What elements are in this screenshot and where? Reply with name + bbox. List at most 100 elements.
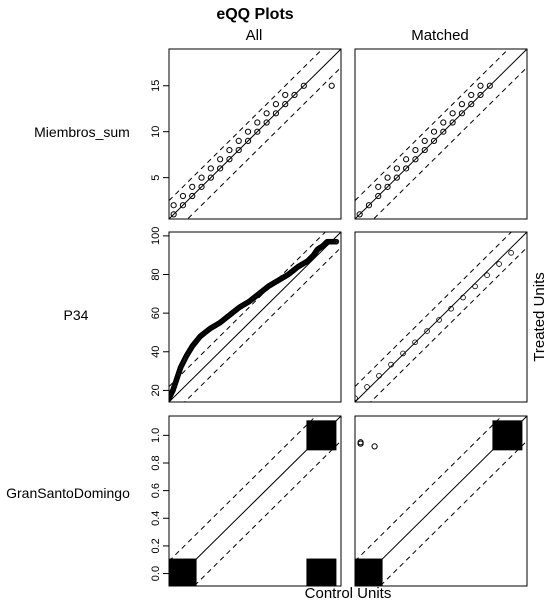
identity-line: [355, 49, 527, 219]
data-point: [403, 156, 410, 163]
data-point: [272, 110, 280, 117]
data-point: [235, 146, 242, 154]
data-point: [460, 294, 466, 301]
data-point: [179, 202, 187, 209]
panel-frame: [168, 415, 342, 587]
y-axis-label: Treated Units: [531, 272, 548, 361]
data-point: [384, 174, 391, 181]
y-tick-label: 15: [150, 80, 162, 92]
data-point: [356, 211, 363, 218]
lower-dashed-line: [186, 67, 341, 219]
point-cluster: [492, 420, 523, 451]
data-point: [282, 91, 289, 99]
upper-dashed-line: [355, 232, 513, 387]
data-point: [226, 146, 233, 154]
data-point: [421, 146, 428, 154]
data-point: [458, 101, 466, 108]
data-point: [198, 174, 205, 181]
lower-dashed-line: [193, 440, 341, 586]
point-cluster: [355, 558, 383, 586]
data-point: [477, 91, 484, 99]
data-point: [244, 128, 252, 135]
lower-dashed-line: [183, 247, 341, 402]
y-tick-label: 0.8: [150, 455, 162, 470]
y-tick-label: 1.0: [150, 428, 162, 443]
data-point: [328, 82, 335, 89]
panel-0-matched: [354, 48, 528, 220]
data-point: [365, 202, 373, 209]
column-label-all: All: [246, 27, 263, 44]
data-point: [424, 328, 430, 334]
panel-frame: [168, 48, 342, 220]
data-point: [412, 156, 419, 163]
identity-line: [169, 49, 341, 219]
data-point: [421, 137, 428, 144]
data-point: [198, 183, 205, 190]
data-point: [430, 137, 438, 144]
data-point: [263, 110, 270, 117]
data-point: [472, 283, 478, 290]
data-point: [458, 110, 466, 117]
panel-0-all: [168, 48, 342, 220]
data-point: [486, 82, 493, 89]
point-cluster: [169, 558, 197, 586]
data-point: [393, 174, 400, 181]
upper-dashed-line: [169, 232, 327, 387]
data-point: [282, 101, 289, 108]
data-point: [477, 82, 484, 89]
lower-dashed-line: [372, 67, 527, 219]
panel-plot-area: [355, 232, 527, 402]
data-point: [484, 272, 490, 278]
panel-plot-area: [169, 232, 341, 402]
data-point: [170, 202, 177, 209]
data-point: [207, 174, 214, 181]
data-point: [357, 440, 364, 447]
point-cluster: [306, 558, 337, 586]
data-point: [468, 91, 475, 99]
x-axis-label: Control Units: [305, 585, 392, 602]
panel-plot-area: [355, 49, 527, 219]
y-tick-label: 60: [150, 307, 162, 319]
y-tick-label: 0.4: [150, 511, 162, 526]
data-point: [496, 261, 502, 267]
data-point: [400, 350, 406, 357]
data-point: [449, 119, 456, 126]
data-point: [217, 165, 224, 172]
data-point: [468, 101, 475, 108]
data-point: [384, 183, 391, 190]
data-point: [436, 317, 442, 323]
identity-line: [355, 232, 527, 402]
panel-1-all: [168, 231, 342, 403]
data-point: [179, 192, 187, 200]
y-tick-label: 40: [150, 346, 162, 358]
data-point: [393, 165, 400, 172]
panel-2-matched: [354, 415, 528, 587]
data-point: [376, 372, 382, 379]
panel-plot-area: [355, 416, 527, 586]
lower-dashed-line: [379, 440, 527, 586]
upper-dashed-line: [355, 49, 510, 201]
panel-plot-area: [169, 49, 341, 219]
panel-frame: [354, 48, 528, 220]
data-point: [170, 211, 177, 218]
data-point: [440, 128, 447, 135]
data-point: [226, 156, 233, 163]
point-cluster: [306, 420, 337, 451]
row-label-0: Miembros_sum: [34, 124, 130, 140]
data-point: [300, 82, 307, 89]
data-point: [449, 110, 456, 117]
chart-title: eQQ Plots: [216, 6, 293, 23]
panel-1-matched: [354, 231, 528, 403]
data-point: [371, 443, 378, 450]
data-point: [403, 165, 410, 172]
data-point: [388, 361, 394, 368]
lower-dashed-line: [369, 247, 527, 402]
data-point: [207, 165, 214, 172]
row-label-2: GranSantoDomingo: [6, 485, 130, 501]
panel-frame: [354, 415, 528, 587]
data-point: [263, 119, 270, 126]
data-point: [189, 192, 196, 200]
data-point: [189, 183, 196, 190]
data-point: [412, 146, 419, 154]
